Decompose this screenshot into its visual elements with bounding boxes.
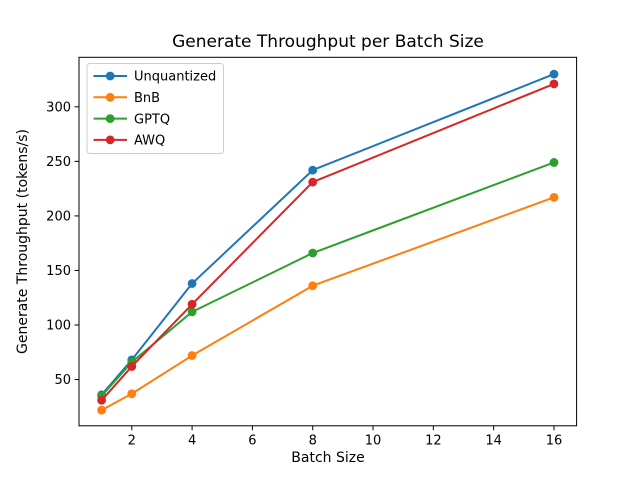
axes-spines [78,56,578,427]
data-point [127,362,137,371]
y-tick-label: 200 [46,209,71,224]
x-tick-label: 16 [546,433,563,448]
x-tick-label: 4 [188,433,196,448]
data-point [308,165,318,175]
x-axis-label: Batch Size [291,450,364,466]
data-point [549,79,559,89]
data-point [187,279,197,288]
data-point [308,177,318,187]
x-tick-label: 10 [365,433,382,448]
data-point [308,281,318,291]
legend-label: GPTQ [134,112,170,127]
legend-box [86,63,224,154]
y-tick-label: 150 [46,264,71,279]
data-point [549,192,559,202]
legend-entry-BnB: BnB [93,91,160,106]
series-line [100,196,555,412]
data-point [97,405,107,415]
series-AWQ [97,79,559,405]
y-axis-label: Generate Throughput (tokens/s) [15,129,31,354]
series-BnB [97,192,559,415]
legend-marker [105,71,115,81]
chart-title: Generate Throughput per Batch Size [172,32,484,52]
legend-entry-AWQ: AWQ [93,134,165,149]
legend-marker [105,135,115,145]
legend-marker [105,92,115,102]
data-point [187,307,197,317]
y-tick-label: 50 [54,373,71,388]
data-point [187,299,197,309]
legend-marker [105,114,115,123]
y-tick-label: 250 [46,155,71,170]
data-point [549,69,559,79]
x-tick-label: 8 [309,433,317,448]
series-Unquantized [97,69,559,400]
legend-label: AWQ [134,134,165,149]
x-tick-label: 2 [128,433,136,448]
data-point [308,248,318,258]
plot-area: 2 4 6 8 10 12 14 16 50 100 150 200 250 300 [46,56,578,448]
x-tick-label: 14 [485,433,502,448]
y-tick-label: 100 [46,319,71,334]
legend-entry-GPTQ: GPTQ [93,112,170,127]
legend-entry-Unquantized: Unquantized [93,70,216,85]
legend-label: Unquantized [134,70,216,85]
legend: Unquantized BnB GPTQ AWQ [86,63,224,154]
data-point [549,158,559,167]
y-tick-label: 300 [46,100,71,115]
legend-label: BnB [134,91,160,106]
data-point [97,395,107,405]
x-tick-label: 6 [248,433,256,448]
data-point [127,389,137,399]
x-tick-label: 12 [425,433,442,448]
data-point [187,351,197,360]
